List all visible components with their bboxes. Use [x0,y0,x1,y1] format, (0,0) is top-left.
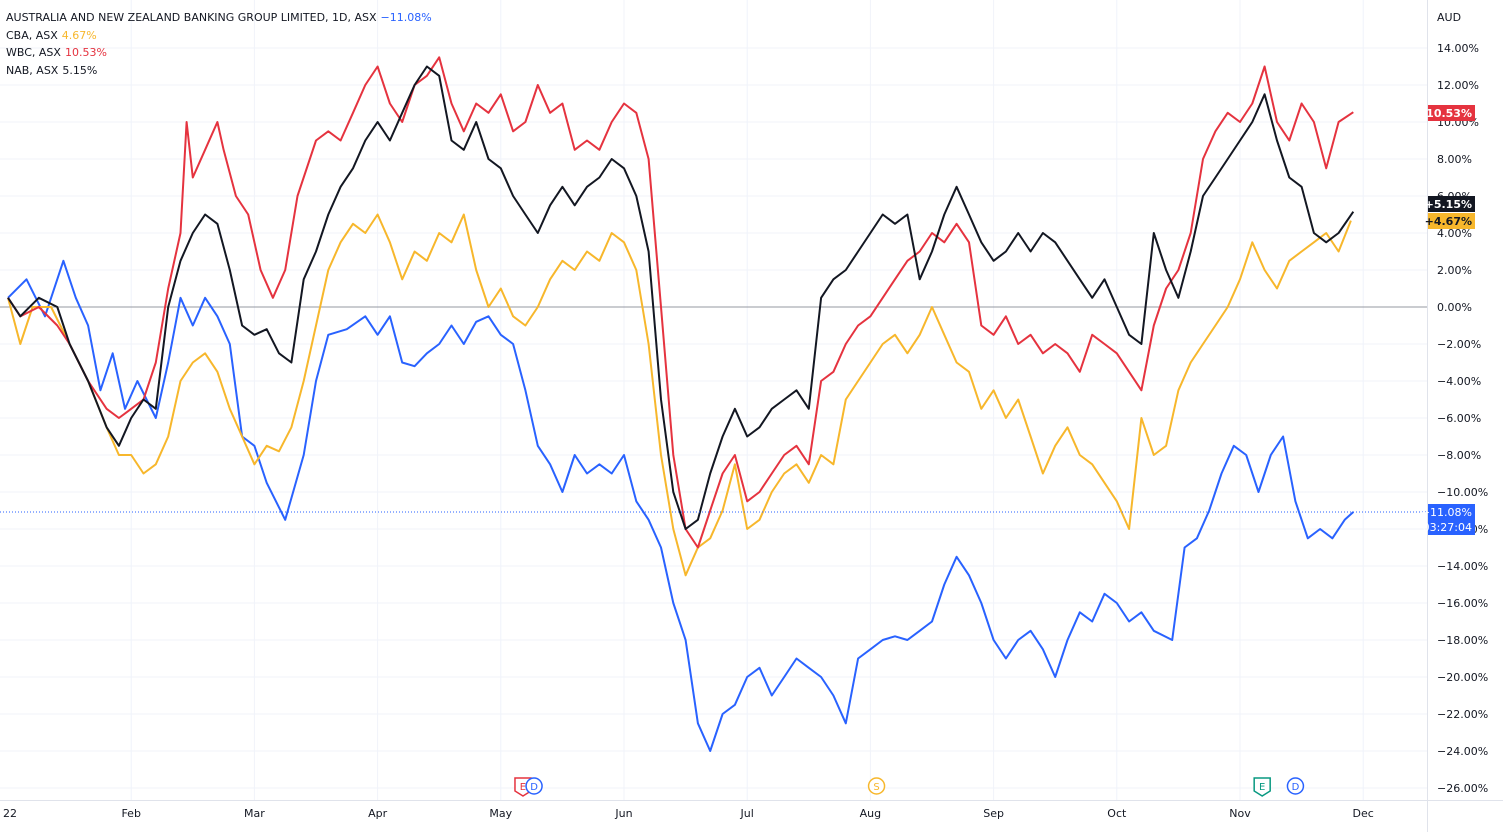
series-line [7,213,1352,577]
cba-value-badge: +4.67% [1425,213,1475,229]
dividend-marker[interactable]: D [1286,777,1305,795]
y-tick-label: −18.00% [1437,634,1488,647]
nab-value-badge: +5.15% [1425,196,1475,212]
x-tick-label: Jul [740,807,754,820]
legend-change: 5.15% [62,63,98,77]
wbc-value-badge: +10.53% [1417,105,1475,121]
x-tick-label: Oct [1107,807,1127,820]
y-tick-label: 12.00% [1437,79,1479,92]
y-tick-label: −2.00% [1437,338,1481,351]
badge-bg [1428,196,1475,212]
x-tick-label: Mar [244,807,265,820]
y-tick-label: −6.00% [1437,412,1481,425]
legend-symbol: AUSTRALIA AND NEW ZEALAND BANKING GROUP … [6,11,377,24]
badge-text: +5.15% [1425,198,1472,211]
x-tick-label: 22 [3,807,17,820]
earnings-marker[interactable]: E [1253,777,1271,797]
legend-symbol: CBA, ASX [6,28,58,42]
marker-label: D [530,782,538,793]
badge-bg [1428,105,1475,121]
legend-change: −11.08% [380,11,432,24]
marker-circle [525,777,543,795]
marker-label: E [1259,782,1265,793]
badge-text: +4.67% [1425,215,1472,228]
y-tick-label: −26.00% [1437,782,1488,795]
currency-label: AUD [1437,11,1461,24]
x-tick-label: Dec [1353,807,1374,820]
split-marker[interactable]: S [867,777,886,795]
y-tick-label: 4.00% [1437,227,1472,240]
badge-bg [1428,213,1475,229]
y-tick-label: 0.00% [1437,301,1472,314]
y-tick-label: −22.00% [1437,708,1488,721]
legend-row-anz[interactable]: AUSTRALIA AND NEW ZEALAND BANKING GROUP … [6,9,432,27]
y-tick-label: −16.00% [1437,597,1488,610]
legend-symbol: NAB, ASX [6,63,59,77]
price-badges: +10.53% +5.15% +4.67% −11.08% 03:27:04 [1417,105,1475,535]
badge-text: −11.08% [1421,506,1472,519]
y-tick-label: −4.00% [1437,375,1481,388]
marker-tag [1253,777,1271,797]
anz-value-badge: −11.08% 03:27:04 [1421,504,1475,535]
marker-label: E [520,782,526,793]
legend-row-nab[interactable]: NAB, ASX 5.15% [6,62,432,80]
legend-row-wbc[interactable]: WBC, ASX 10.53% [6,44,432,62]
series-line [7,259,1354,752]
y-tick-label: −24.00% [1437,745,1488,758]
badge-text: +10.53% [1417,107,1472,120]
marker-circle [867,777,886,795]
marker-label: D [1292,782,1300,793]
time-axis[interactable]: 22 Feb Mar Apr May Jun Jul Aug Sep Oct Nov Dec [3,807,1374,820]
x-tick-label: Feb [121,807,140,820]
legend-change: 10.53% [64,46,107,59]
y-tick-label: 8.00% [1437,153,1472,166]
marker-label: S [873,782,879,793]
series-lines [0,56,1427,752]
y-tick-label: −20.00% [1437,671,1488,684]
x-tick-label: Sep [983,807,1004,820]
x-tick-label: Apr [368,807,388,820]
dividend-marker[interactable]: D [525,777,543,795]
y-tick-label: 14.00% [1437,42,1479,55]
y-tick-label: −10.00% [1437,486,1488,499]
x-tick-label: Nov [1229,807,1251,820]
legend: AUSTRALIA AND NEW ZEALAND BANKING GROUP … [6,9,432,79]
y-tick-label: −8.00% [1437,449,1481,462]
marker-circle [1286,777,1305,795]
y-tick-label: −14.00% [1437,560,1488,573]
x-tick-label: Jun [614,807,632,820]
legend-symbol: WBC, ASX [6,46,61,59]
badge-bg [1428,504,1475,535]
series-line [7,65,1355,530]
x-tick-label: Aug [860,807,881,820]
y-tick-label: 2.00% [1437,264,1472,277]
legend-change: 4.67% [61,28,97,42]
x-tick-label: May [489,807,512,820]
countdown-text: 03:27:04 [1423,521,1472,534]
legend-row-cba[interactable]: CBA, ASX 4.67% [6,27,432,45]
